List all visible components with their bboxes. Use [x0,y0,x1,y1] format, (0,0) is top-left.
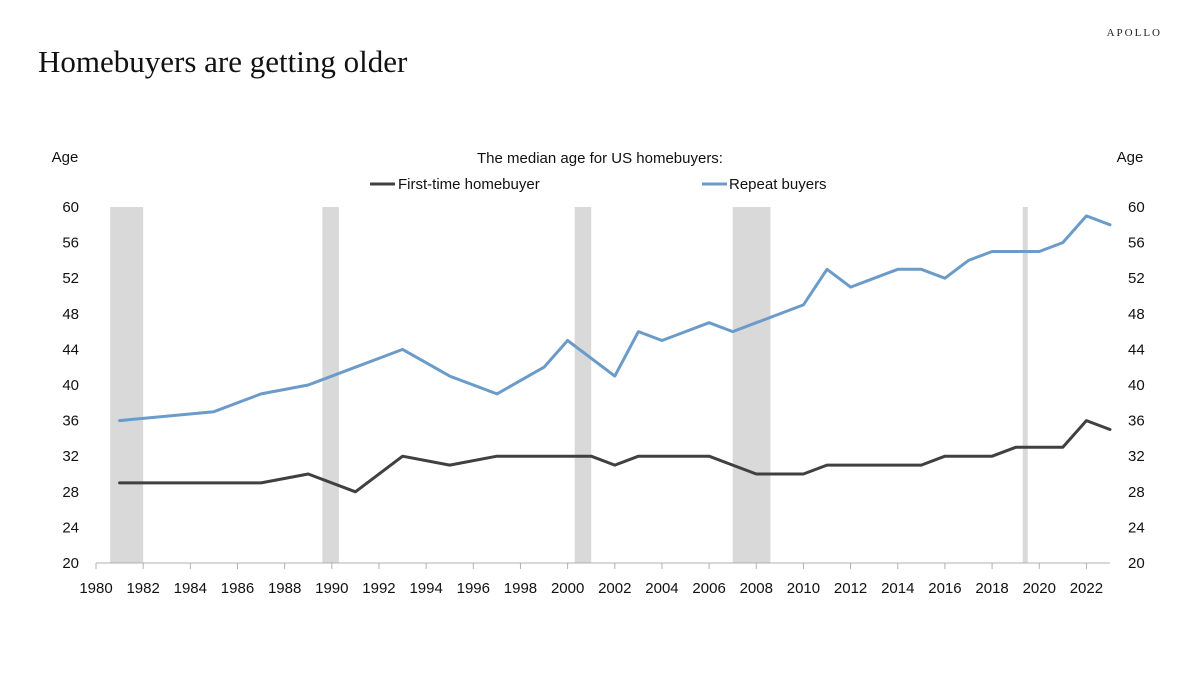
x-tick-label-1980: 1980 [79,580,112,597]
x-tick-label-1982: 1982 [126,580,159,597]
y-tick-label-right-52: 52 [1128,270,1145,287]
x-tick-label-1994: 1994 [409,580,442,597]
recession-band-2 [322,207,339,563]
y-tick-label-left-48: 48 [62,306,79,323]
x-tick-label-2012: 2012 [834,580,867,597]
x-tick-label-2016: 2016 [928,580,961,597]
x-tick-label-1998: 1998 [504,580,537,597]
recession-bands [110,207,1028,563]
recession-band-4 [732,207,771,563]
x-tick-label-1988: 1988 [268,580,301,597]
legend-label-repeat: Repeat buyers [729,176,827,193]
y-tick-label-left-24: 24 [62,519,79,536]
legend-label-first-time: First-time homebuyer [398,176,540,193]
chart-subtitle: The median age for US homebuyers: [477,150,723,167]
y-axis-label-right: Age [1117,149,1144,166]
page-title: Homebuyers are getting older [38,44,408,79]
y-tick-label-right-20: 20 [1128,555,1145,572]
series-line-first-time [118,419,1112,494]
x-tick-label-2004: 2004 [645,580,678,597]
y-tick-label-right-48: 48 [1128,306,1145,323]
y-tick-label-right-44: 44 [1128,341,1145,358]
y-tick-label-right-36: 36 [1128,413,1145,430]
x-tick-label-2014: 2014 [881,580,914,597]
y-tick-label-left-52: 52 [62,270,79,287]
series-line-repeat [118,214,1112,423]
y-tick-label-left-20: 20 [62,555,79,572]
x-tick-label-1996: 1996 [457,580,490,597]
y-tick-label-right-60: 60 [1128,199,1145,216]
y-tick-label-right-32: 32 [1128,448,1145,465]
y-tick-label-left-44: 44 [62,341,79,358]
x-tick-label-2010: 2010 [787,580,820,597]
recession-band-3 [574,207,592,563]
y-tick-label-right-24: 24 [1128,519,1145,536]
series-lines [118,214,1112,494]
x-tick-label-2022: 2022 [1070,580,1103,597]
x-tick-label-1992: 1992 [362,580,395,597]
y-tick-label-left-28: 28 [62,484,79,501]
x-tick-label-1986: 1986 [221,580,254,597]
y-tick-label-left-56: 56 [62,235,79,252]
y-tick-label-right-28: 28 [1128,484,1145,501]
x-tick-label-2002: 2002 [598,580,631,597]
y-tick-label-right-56: 56 [1128,235,1145,252]
x-tick-label-1990: 1990 [315,580,348,597]
recession-band-1 [110,207,144,563]
brand-logo: APOLLO [1106,27,1162,39]
y-tick-label-left-60: 60 [62,199,79,216]
y-tick-label-left-32: 32 [62,448,79,465]
x-tick-label-2020: 2020 [1023,580,1056,597]
x-tick-label-2008: 2008 [740,580,773,597]
legend: First-time homebuyer Repeat buyers [370,176,827,193]
y-axis-label-left: Age [52,149,79,166]
y-tick-label-left-36: 36 [62,413,79,430]
x-tick-label-2000: 2000 [551,580,584,597]
y-tick-label-right-40: 40 [1128,377,1145,394]
x-tick-label-1984: 1984 [174,580,207,597]
y-tick-label-left-40: 40 [62,377,79,394]
recession-band-5 [1022,207,1028,563]
x-tick-label-2018: 2018 [975,580,1008,597]
axes: 1980 1982 1984 1986 1988 1990 1992 1994 1996 1998… [62,199,1144,597]
x-tick-label-2006: 2006 [692,580,725,597]
